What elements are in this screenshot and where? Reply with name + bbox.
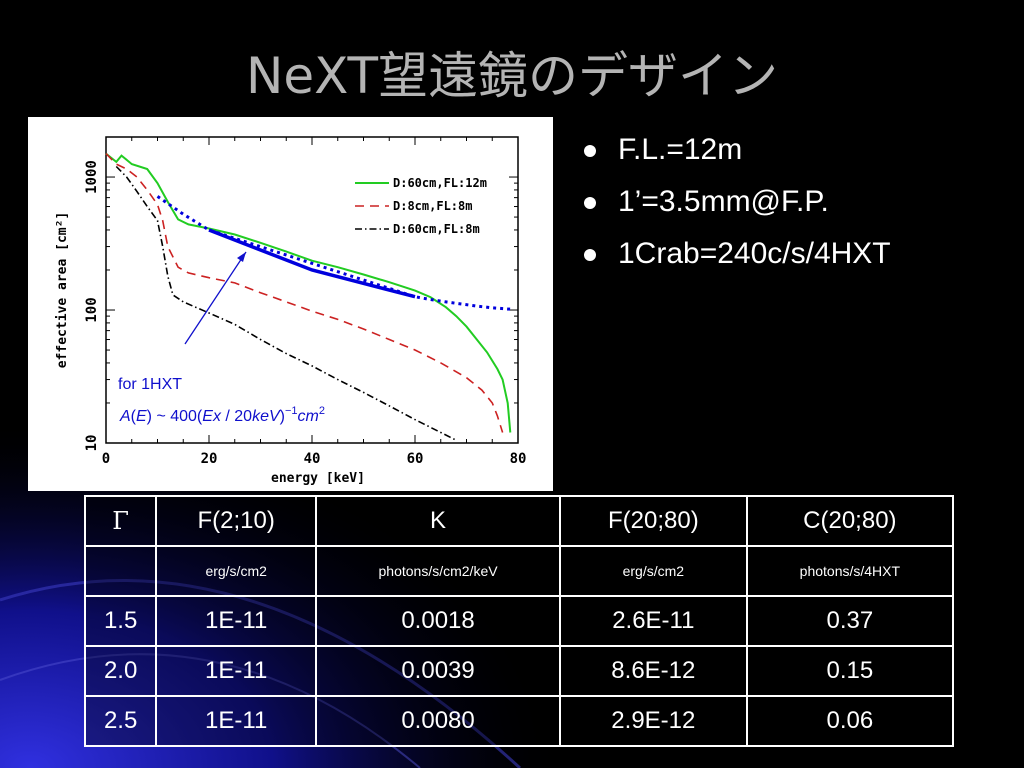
table-cell: 2.0 xyxy=(83,645,158,697)
chart-svg: 0 20 40 60 80 10 100 1000 D:60cm,FL:12m D:8cm,FL… xyxy=(55,136,527,486)
table-cell: 0.0080 xyxy=(315,695,561,747)
table-cell: 0.06 xyxy=(745,695,955,747)
table-cell: 2.5 xyxy=(83,695,158,747)
x-tick-label: 40 xyxy=(304,451,321,467)
x-axis-label: energy [keV] xyxy=(271,471,365,486)
annotation-arrow xyxy=(184,251,247,345)
y-axis-label: effective area [cm²] xyxy=(55,212,70,369)
table-header-row: Γ F(2;10) K F(20;80) C(20;80) xyxy=(83,495,955,547)
table-header-cell: F(2;10) xyxy=(155,495,318,547)
table-unit-cell: erg/s/cm2 xyxy=(155,545,318,597)
table-cell: 2.6E-11 xyxy=(558,595,748,647)
table-row: 2.5 1E-11 0.0080 2.9E-12 0.06 xyxy=(83,695,955,747)
bullet-focal-length: F.L.=12m xyxy=(580,130,891,182)
table-cell: 0.0039 xyxy=(315,645,561,697)
table-header-cell: C(20;80) xyxy=(745,495,955,547)
legend-entry: D:60cm,FL:12m xyxy=(393,176,487,190)
table-cell: 1.5 xyxy=(83,595,158,647)
bullet-list: F.L.=12m 1’=3.5mm@F.P. 1Crab=240c/s/4HXT xyxy=(580,130,891,286)
slide-title: NeXT望遠鏡のデザイン xyxy=(245,47,779,105)
flux-table: Γ F(2;10) K F(20;80) C(20;80) erg/s/cm2 … xyxy=(83,495,955,747)
fit-solid-line xyxy=(208,228,416,299)
formula-label: A(E) ~ 400(Ex / 20keV)−1cm2 xyxy=(119,405,325,425)
fit-dotted-line xyxy=(156,195,514,311)
table-row: 2.0 1E-11 0.0039 8.6E-12 0.15 xyxy=(83,645,955,697)
table-cell: 0.0018 xyxy=(315,595,561,647)
axis-ticks: 0 20 40 60 80 10 100 1000 xyxy=(84,136,527,467)
table-cell: 1E-11 xyxy=(155,645,318,697)
bullet-plate-scale: 1’=3.5mm@F.P. xyxy=(580,182,891,234)
x-tick-label: 80 xyxy=(510,451,527,467)
table-cell: 2.9E-12 xyxy=(558,695,748,747)
series-line-1 xyxy=(105,152,512,433)
series-line-3 xyxy=(115,165,457,441)
legend-entry: D:60cm,FL:8m xyxy=(393,222,480,236)
bullet-dot-icon xyxy=(584,249,596,261)
table-unit-cell xyxy=(83,545,158,597)
table-cell: 8.6E-12 xyxy=(558,645,748,697)
table-header-cell: F(20;80) xyxy=(558,495,748,547)
y-tick-label: 10 xyxy=(84,435,100,452)
bullet-dot-icon xyxy=(584,197,596,209)
y-tick-label: 100 xyxy=(84,297,100,322)
legend: D:60cm,FL:12m D:8cm,FL:8m D:60cm,FL:8m xyxy=(355,176,487,236)
x-tick-label: 60 xyxy=(407,451,424,467)
series-layer xyxy=(105,152,512,441)
y-tick-label: 1000 xyxy=(84,160,100,194)
legend-entry: D:8cm,FL:8m xyxy=(393,199,472,213)
table-header-cell: Γ xyxy=(83,495,158,547)
annotation-label: for 1HXT xyxy=(118,376,182,393)
x-tick-label: 0 xyxy=(102,451,110,467)
overlay-layer xyxy=(156,195,514,311)
series-line-2 xyxy=(105,153,504,433)
table-cell: 0.15 xyxy=(745,645,955,697)
annotation-arrowhead xyxy=(237,252,246,262)
table-units-row: erg/s/cm2 photons/s/cm2/keV erg/s/cm2 ph… xyxy=(83,545,955,597)
table-header-cell: K xyxy=(315,495,561,547)
table-cell: 1E-11 xyxy=(155,695,318,747)
table-row: 1.5 1E-11 0.0018 2.6E-11 0.37 xyxy=(83,595,955,647)
x-tick-label: 20 xyxy=(201,451,218,467)
table-cell: 1E-11 xyxy=(155,595,318,647)
bullet-dot-icon xyxy=(584,145,596,157)
table-unit-cell: photons/s/cm2/keV xyxy=(315,545,561,597)
table-unit-cell: erg/s/cm2 xyxy=(558,545,748,597)
effective-area-chart: 0 20 40 60 80 10 100 1000 D:60cm,FL:12m D:8cm,FL… xyxy=(28,117,553,491)
table-unit-cell: photons/s/4HXT xyxy=(745,545,955,597)
table-cell: 0.37 xyxy=(745,595,955,647)
bullet-crab-rate: 1Crab=240c/s/4HXT xyxy=(580,234,891,286)
